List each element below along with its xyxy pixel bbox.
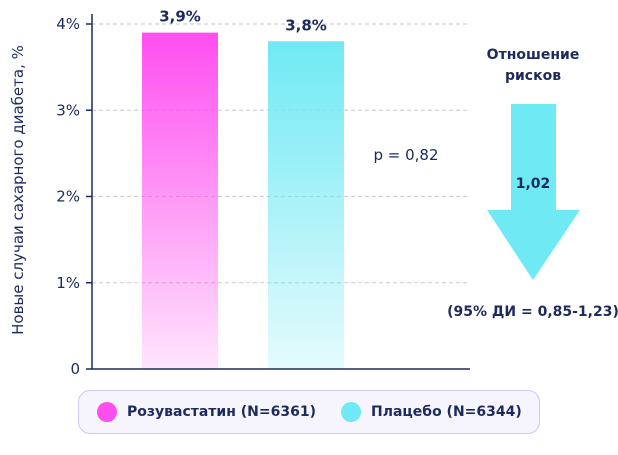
legend-item-placebo: Плацебо (N=6344) — [341, 391, 522, 433]
bar-placebo — [268, 41, 344, 369]
legend-item-rosuvastatin: Розувастатин (N=6361) — [97, 391, 316, 433]
y-tick-label: 1% — [56, 274, 80, 292]
y-tick-labels: 0 1% 2% 3% 4% — [56, 15, 92, 378]
hazard-ratio-title-line1: Отношение — [487, 47, 580, 63]
hazard-ratio-value: 1,02 — [516, 176, 551, 192]
hazard-ratio-title-line2: рисков — [505, 68, 561, 84]
p-value: p = 0,82 — [373, 146, 438, 164]
legend-swatch-placebo — [341, 402, 361, 422]
bar-value-label: 3,8% — [285, 16, 327, 34]
bar-labels: 3,9% 3,8% — [159, 8, 327, 35]
legend-swatch-rosuvastatin — [97, 402, 117, 422]
bar-value-label: 3,9% — [159, 8, 201, 26]
y-tick-label: 0 — [70, 360, 80, 378]
bars — [142, 32, 344, 369]
legend-label-placebo: Плацебо (N=6344) — [371, 404, 522, 420]
hazard-ratio-ci: (95% ДИ = 0,85-1,23) — [447, 304, 618, 320]
y-axis-title: Новые случаи сахарного диабета, % — [9, 45, 27, 335]
y-tick-label: 4% — [56, 15, 80, 33]
legend-label-rosuvastatin: Розувастатин (N=6361) — [127, 404, 316, 420]
bar-rosuvastatin — [142, 32, 218, 369]
legend: Розувастатин (N=6361) Плацебо (N=6344) — [78, 390, 540, 434]
hazard-ratio-arrow-icon — [487, 104, 580, 280]
y-tick-label: 2% — [56, 188, 80, 206]
y-tick-label: 3% — [56, 101, 80, 119]
